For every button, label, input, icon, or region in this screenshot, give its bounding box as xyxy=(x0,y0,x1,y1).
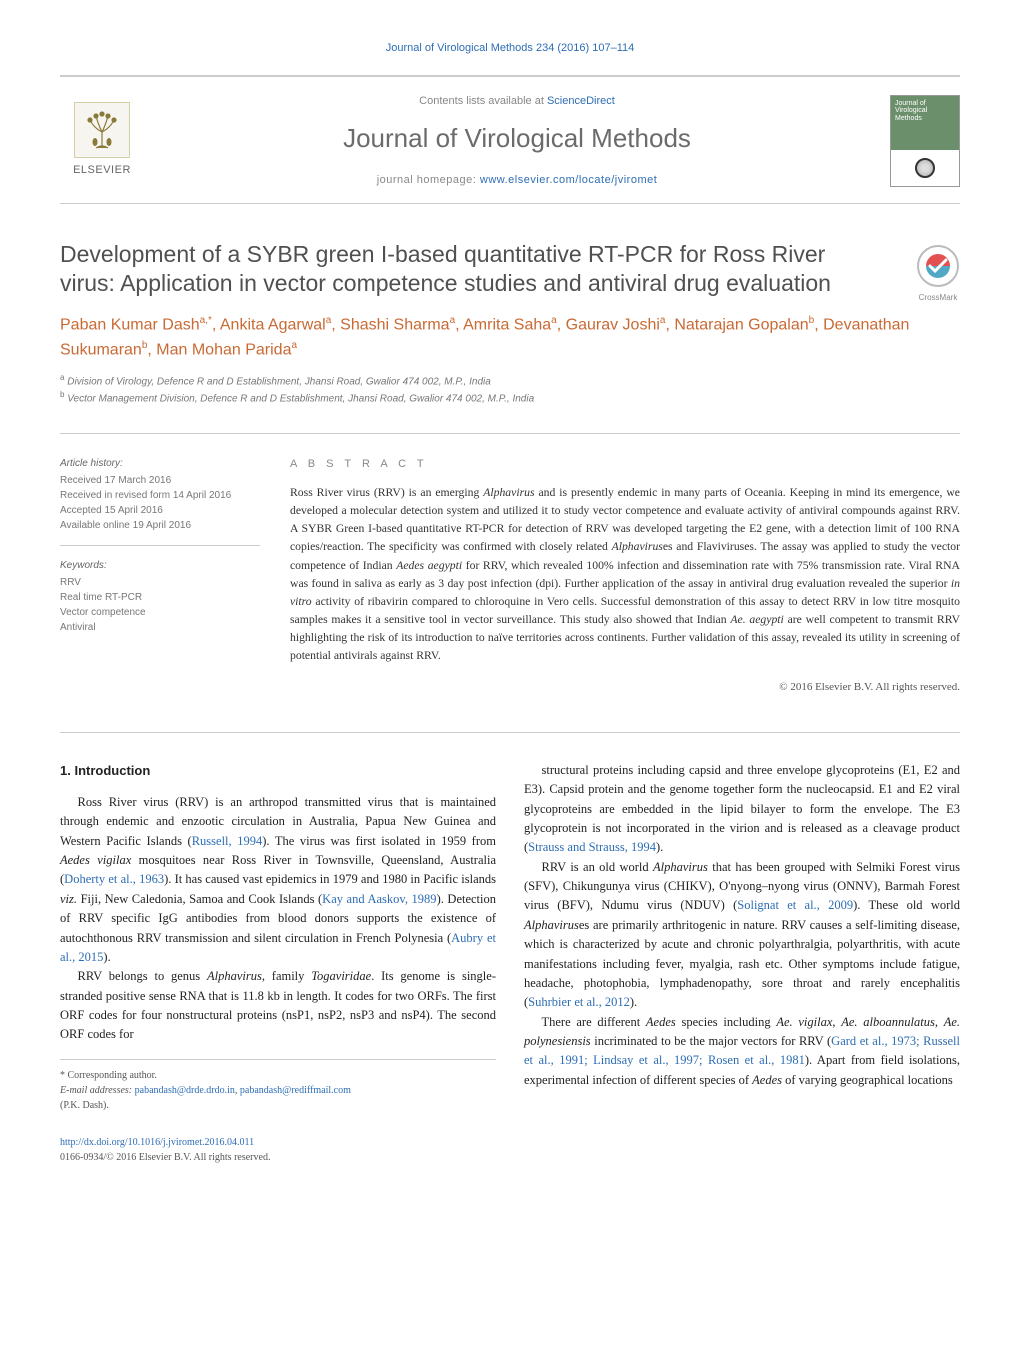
cover-lens-icon xyxy=(915,158,935,178)
sciencedirect-link[interactable]: ScienceDirect xyxy=(547,95,615,107)
affiliation-b-text: Vector Management Division, Defence R an… xyxy=(67,394,534,405)
footnotes: * Corresponding author. E-mail addresses… xyxy=(60,1059,496,1113)
history-accepted: Accepted 15 April 2016 xyxy=(60,503,260,518)
article-title: Development of a SYBR green I-based quan… xyxy=(60,240,960,300)
corresponding-note: * Corresponding author. xyxy=(60,1068,496,1083)
body-col-left: 1. Introduction Ross River virus (RRV) i… xyxy=(60,761,496,1166)
homepage-line: journal homepage: www.elsevier.com/locat… xyxy=(144,172,890,189)
author-list: Paban Kumar Dasha,*, Ankita Agarwala, Sh… xyxy=(60,313,960,362)
col2-p2: RRV is an old world Alphavirus that has … xyxy=(524,858,960,1013)
affiliation-a-text: Division of Virology, Defence R and D Es… xyxy=(67,376,491,387)
journal-title: Journal of Virological Methods xyxy=(144,119,890,158)
doi-link[interactable]: http://dx.doi.org/10.1016/j.jviromet.201… xyxy=(60,1137,254,1148)
contents-prefix: Contents lists available at xyxy=(419,95,547,107)
crossmark-badge[interactable]: CrossMark xyxy=(916,244,960,304)
rule-under-masthead xyxy=(60,203,960,204)
publisher-logo: ELSEVIER xyxy=(60,102,144,179)
article-info-sidebar: Article history: Received 17 March 2016 … xyxy=(60,456,260,696)
copyright-line: © 2016 Elsevier B.V. All rights reserved… xyxy=(290,679,960,696)
col2-p1: structural proteins including capsid and… xyxy=(524,761,960,858)
keyword-3: Antiviral xyxy=(60,620,260,635)
email-2[interactable]: pabandash@rediffmail.com xyxy=(240,1085,351,1096)
homepage-link[interactable]: www.elsevier.com/locate/jviromet xyxy=(480,174,657,186)
affiliation-b: b Vector Management Division, Defence R … xyxy=(60,389,960,406)
email-1[interactable]: pabandash@drde.drdo.in xyxy=(135,1085,235,1096)
keyword-1: Real time RT-PCR xyxy=(60,590,260,605)
contents-line: Contents lists available at ScienceDirec… xyxy=(144,93,890,110)
homepage-prefix: journal homepage: xyxy=(377,174,480,186)
affiliations: a Division of Virology, Defence R and D … xyxy=(60,372,960,407)
col1-p1: Ross River virus (RRV) is an arthropod t… xyxy=(60,793,496,967)
doi-block: http://dx.doi.org/10.1016/j.jviromet.201… xyxy=(60,1135,496,1166)
body-col-right: structural proteins including capsid and… xyxy=(524,761,960,1166)
abstract-heading: A B S T R A C T xyxy=(290,456,960,473)
keyword-0: RRV xyxy=(60,575,260,590)
journal-cover-thumb: Journal of Virological Methods xyxy=(890,95,960,187)
col2-p3: There are different Aedes species includ… xyxy=(524,1013,960,1091)
masthead: ELSEVIER Contents lists available at Sci… xyxy=(60,76,960,203)
email-line: E-mail addresses: pabandash@drde.drdo.in… xyxy=(60,1083,496,1098)
email-tail: (P.K. Dash). xyxy=(60,1098,496,1113)
history-received: Received 17 March 2016 xyxy=(60,473,260,488)
elsevier-tree-icon xyxy=(74,102,130,158)
publisher-name: ELSEVIER xyxy=(60,162,144,179)
email-label: E-mail addresses: xyxy=(60,1085,132,1096)
history-revised: Received in revised form 14 April 2016 xyxy=(60,488,260,503)
col1-p2: RRV belongs to genus Alphavirus, family … xyxy=(60,967,496,1045)
affiliation-a: a Division of Virology, Defence R and D … xyxy=(60,372,960,389)
running-citation: Journal of Virological Methods 234 (2016… xyxy=(60,40,960,57)
info-divider xyxy=(60,545,260,546)
crossmark-label: CrossMark xyxy=(916,292,960,304)
history-head: Article history: xyxy=(60,456,260,471)
section-1-head: 1. Introduction xyxy=(60,761,496,781)
keyword-2: Vector competence xyxy=(60,605,260,620)
history-online: Available online 19 April 2016 xyxy=(60,518,260,533)
cover-text: Journal of Virological Methods xyxy=(895,100,927,122)
issn-copyright: 0166-0934/© 2016 Elsevier B.V. All right… xyxy=(60,1152,270,1163)
keywords-head: Keywords: xyxy=(60,558,260,573)
abstract-text: Ross River virus (RRV) is an emerging Al… xyxy=(290,484,960,665)
